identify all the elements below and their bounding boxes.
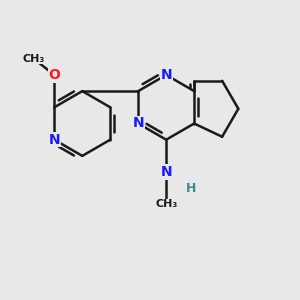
Text: N: N bbox=[160, 165, 172, 179]
Text: N: N bbox=[49, 133, 60, 147]
Text: CH₃: CH₃ bbox=[155, 200, 177, 209]
Text: CH₃: CH₃ bbox=[22, 54, 45, 64]
Text: O: O bbox=[48, 68, 60, 82]
Text: N: N bbox=[132, 116, 144, 130]
Text: H: H bbox=[186, 182, 196, 195]
Text: N: N bbox=[160, 68, 172, 82]
